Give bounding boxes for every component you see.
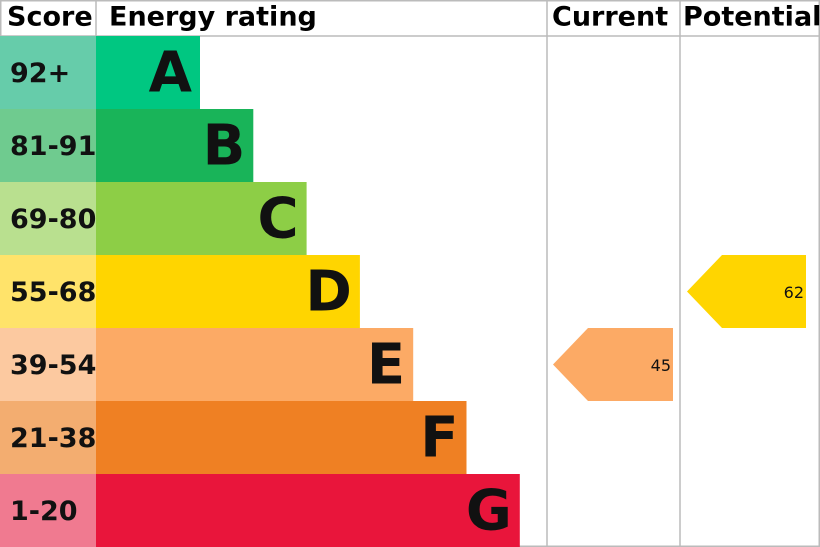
potential-arrow — [687, 255, 806, 328]
header-potential: Potential — [683, 2, 820, 33]
score-cell — [0, 474, 96, 547]
header-score: Score — [7, 2, 93, 33]
score-cell — [0, 401, 96, 474]
rating-bar — [96, 401, 467, 474]
rating-letter: E — [367, 333, 405, 398]
score-label: 69-80 — [10, 204, 96, 235]
current-value: 45 — [651, 356, 671, 375]
score-cell — [0, 109, 96, 182]
score-label: 39-54 — [10, 350, 96, 381]
rating-bar — [96, 109, 254, 182]
score-label: 21-38 — [10, 423, 96, 454]
rating-bar — [96, 328, 414, 401]
rating-letter: D — [305, 260, 351, 325]
rating-bar — [96, 182, 307, 255]
current-arrow — [553, 328, 673, 401]
score-cell — [0, 182, 96, 255]
score-cell — [0, 255, 96, 328]
rating-letter: C — [257, 187, 298, 252]
score-label: 81-91 — [10, 131, 96, 162]
score-label: 1-20 — [10, 496, 78, 527]
rating-letter: B — [203, 114, 246, 179]
header-rating: Energy rating — [109, 2, 317, 33]
rating-bar — [96, 474, 520, 547]
potential-value: 62 — [784, 283, 804, 302]
rating-bar — [96, 36, 200, 109]
score-label: 55-68 — [10, 277, 96, 308]
rating-letter: G — [466, 479, 512, 544]
rating-letter: F — [420, 406, 458, 471]
score-label: 92+ — [10, 58, 70, 89]
score-cell — [0, 328, 96, 401]
rating-letter: A — [149, 41, 193, 106]
header-current: Current — [552, 2, 668, 33]
rating-bar — [96, 255, 360, 328]
score-cell — [0, 36, 96, 109]
